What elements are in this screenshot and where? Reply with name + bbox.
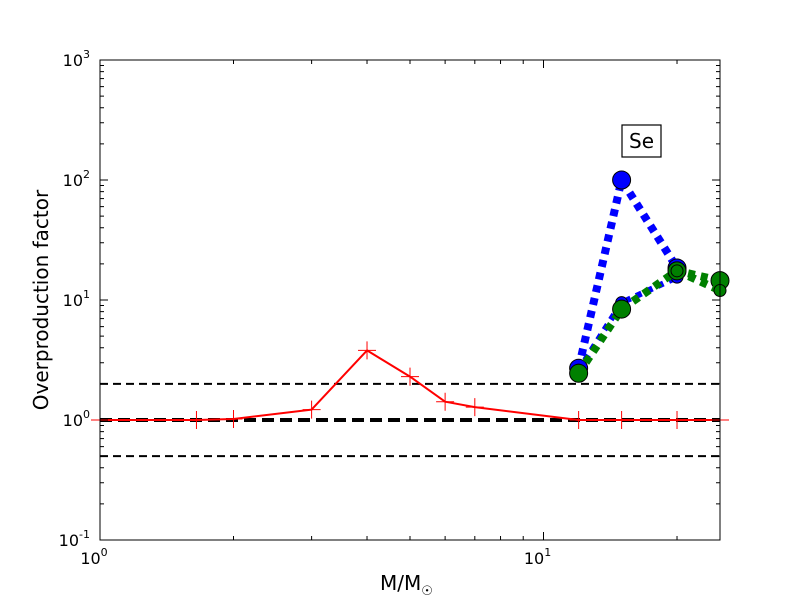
series-line <box>575 266 721 376</box>
series-line <box>675 267 722 295</box>
data-point <box>465 398 484 417</box>
series-line <box>574 176 681 370</box>
reference-lines <box>100 382 720 458</box>
data-point <box>224 409 243 428</box>
data-point <box>612 411 631 429</box>
data-point <box>302 400 321 419</box>
x-axis-label: M/M☉ <box>380 571 433 599</box>
y-tick-label: 102 <box>63 168 90 190</box>
x-tick-label: 100 <box>80 546 107 568</box>
data-point <box>612 299 632 319</box>
y-tick-label: 103 <box>63 48 90 70</box>
ticks <box>99 59 720 541</box>
y-tick-label: 101 <box>63 288 90 310</box>
data-point <box>569 363 589 383</box>
data-point <box>668 411 687 429</box>
x-axis-label-subscript: ☉ <box>421 584 433 599</box>
annotation-box: Se <box>621 124 662 158</box>
y-tick-label: 10-1 <box>59 528 90 550</box>
data-point <box>670 264 684 278</box>
data-point <box>187 411 206 429</box>
data-point <box>612 170 632 190</box>
annotation-label: Se <box>629 129 654 153</box>
y-tick-label: 100 <box>63 408 90 430</box>
data-point <box>569 411 588 429</box>
x-tick-label: 101 <box>524 546 551 568</box>
data-point <box>401 367 419 386</box>
data-point <box>436 392 455 411</box>
data-point <box>358 341 377 360</box>
y-axis-label: Overproduction factor <box>29 189 53 410</box>
x-axis-label-text: M/M <box>380 571 421 595</box>
annotation-frame <box>621 124 662 158</box>
